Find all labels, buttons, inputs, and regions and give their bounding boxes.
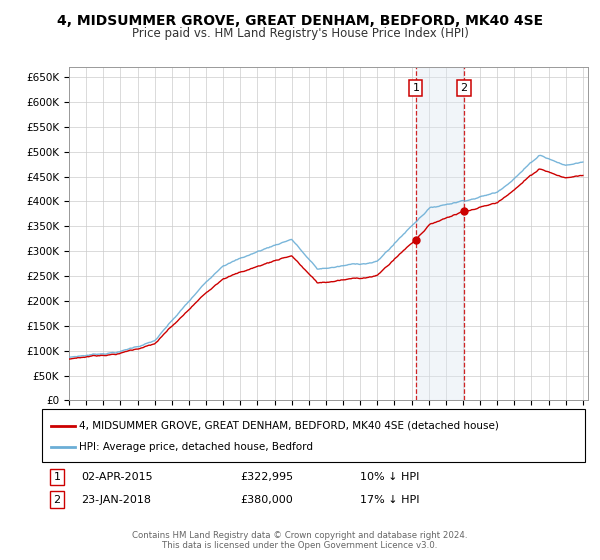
Text: 02-APR-2015: 02-APR-2015 bbox=[81, 472, 152, 482]
Text: 4, MIDSUMMER GROVE, GREAT DENHAM, BEDFORD, MK40 4SE: 4, MIDSUMMER GROVE, GREAT DENHAM, BEDFOR… bbox=[57, 14, 543, 28]
Text: £380,000: £380,000 bbox=[240, 494, 293, 505]
Text: 17% ↓ HPI: 17% ↓ HPI bbox=[360, 494, 419, 505]
Text: Contains HM Land Registry data © Crown copyright and database right 2024.
This d: Contains HM Land Registry data © Crown c… bbox=[132, 530, 468, 550]
Text: 2: 2 bbox=[53, 494, 61, 505]
Text: 2: 2 bbox=[461, 83, 468, 93]
Text: £322,995: £322,995 bbox=[240, 472, 293, 482]
Text: 23-JAN-2018: 23-JAN-2018 bbox=[81, 494, 151, 505]
Text: 4, MIDSUMMER GROVE, GREAT DENHAM, BEDFORD, MK40 4SE (detached house): 4, MIDSUMMER GROVE, GREAT DENHAM, BEDFOR… bbox=[79, 421, 499, 431]
Text: HPI: Average price, detached house, Bedford: HPI: Average price, detached house, Bedf… bbox=[79, 442, 313, 452]
Text: 1: 1 bbox=[412, 83, 419, 93]
Text: 1: 1 bbox=[53, 472, 61, 482]
Text: 10% ↓ HPI: 10% ↓ HPI bbox=[360, 472, 419, 482]
Text: Price paid vs. HM Land Registry's House Price Index (HPI): Price paid vs. HM Land Registry's House … bbox=[131, 27, 469, 40]
Bar bbox=[416, 67, 464, 400]
